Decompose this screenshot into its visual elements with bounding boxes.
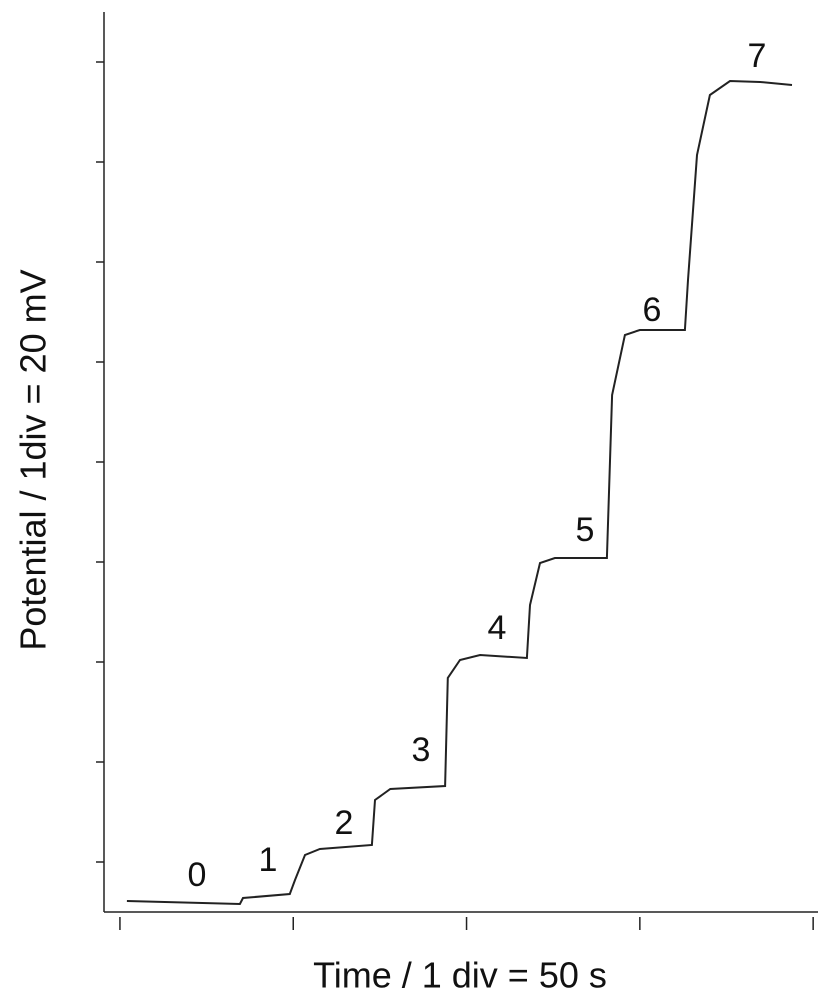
annotation: 0 bbox=[188, 856, 207, 894]
annotation: 2 bbox=[335, 804, 354, 842]
annotation: 5 bbox=[576, 511, 595, 549]
line-series bbox=[126, 79, 793, 906]
annotation: 3 bbox=[412, 731, 431, 769]
annotation: 6 bbox=[643, 291, 662, 329]
x-axis-label: Time / 1 div = 50 s bbox=[313, 955, 607, 996]
annotation: 4 bbox=[488, 609, 507, 647]
annotation: 1 bbox=[259, 841, 278, 879]
y-axis-label: Potential / 1div = 20 mV bbox=[13, 269, 54, 650]
annotation: 7 bbox=[748, 37, 767, 75]
